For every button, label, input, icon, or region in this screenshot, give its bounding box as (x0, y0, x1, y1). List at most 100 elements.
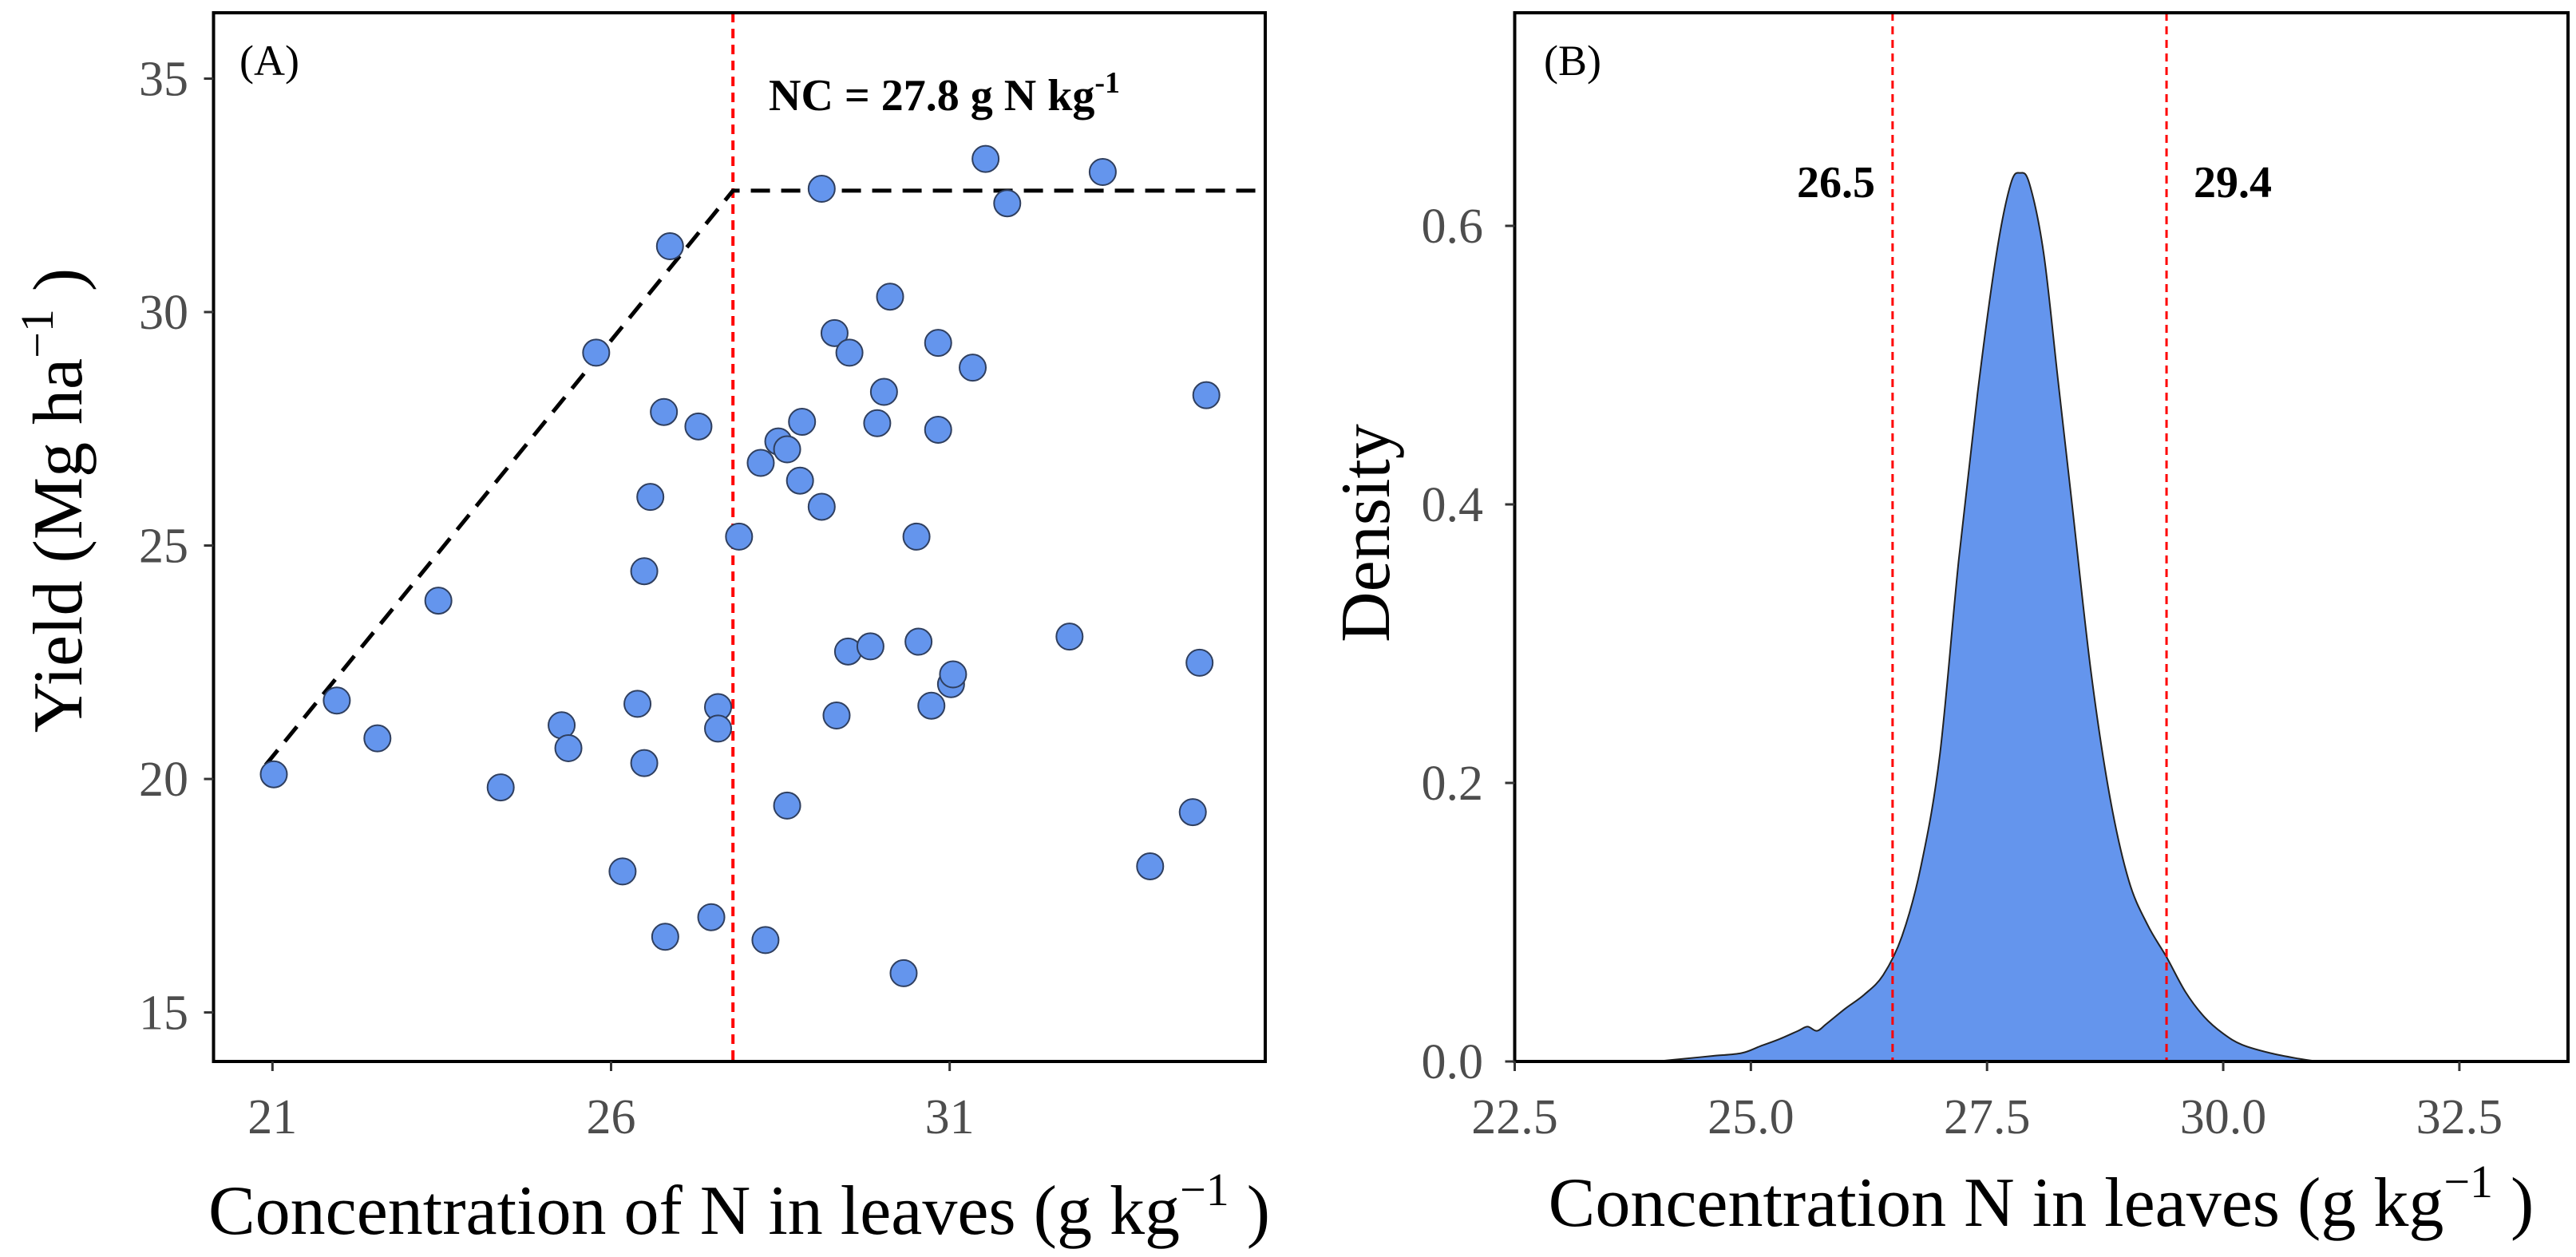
x-axis-title-b: Concentration N in leaves (g kg−1 ) (1549, 1156, 2534, 1242)
x-tick-label: 26 (586, 1090, 635, 1144)
nc-annotation: NC = 27.8 g N kg-1 (769, 66, 1120, 121)
x-axis-title-a: Concentration of N in leaves (g kg−1 ) (208, 1164, 1270, 1250)
x-tick-label: 27.5 (1944, 1090, 2031, 1144)
y-tick-label: 15 (139, 986, 188, 1041)
data-point (807, 175, 836, 204)
x-tick-label: 22.5 (1471, 1090, 1558, 1144)
data-point (889, 959, 918, 987)
y-tick-label: 0.0 (1422, 1035, 1484, 1089)
data-point (773, 791, 801, 820)
data-point (876, 283, 904, 311)
panel-b-label: (B) (1544, 37, 1601, 85)
data-point (807, 492, 836, 521)
y-axis-title-a: Yield (Mg ha−1 ) (11, 268, 97, 733)
x-axis-title-b-end: ) (2493, 1164, 2534, 1242)
data-point (651, 923, 679, 951)
y-tick-label: 0.4 (1422, 478, 1484, 532)
data-point (424, 587, 453, 615)
data-point (773, 435, 801, 464)
data-point (1178, 798, 1207, 827)
density-curve (1656, 172, 2318, 1062)
data-point (1088, 157, 1117, 186)
data-point (1192, 381, 1221, 409)
y-axis-title-a-main: Yield (Mg ha (20, 358, 97, 733)
data-point (725, 522, 754, 551)
data-point (959, 354, 987, 382)
data-point (582, 338, 611, 367)
panel-a-axes: 21 26 31 15 20 25 30 35 (139, 52, 975, 1144)
data-point (971, 144, 1000, 173)
data-point (785, 466, 814, 495)
data-point (630, 749, 659, 777)
threshold-line (263, 188, 1261, 767)
x-tick-label: 31 (925, 1090, 975, 1144)
data-point (856, 632, 884, 661)
x-tick-label: 32.5 (2416, 1090, 2503, 1144)
x-axis-title-a-main: Concentration of N in leaves (g kg (208, 1172, 1180, 1250)
density-area (1514, 172, 2568, 1062)
data-point (924, 329, 952, 358)
data-point (822, 701, 851, 729)
data-point (835, 338, 864, 367)
data-point (623, 690, 652, 718)
data-point (684, 412, 713, 441)
data-point (636, 483, 665, 512)
data-point (704, 714, 733, 743)
y-axis-title-b: Density (1328, 424, 1405, 642)
data-point (650, 397, 679, 426)
data-point (863, 409, 892, 437)
y-tick-label: 0.2 (1422, 757, 1484, 811)
y-tick-label: 20 (139, 753, 188, 807)
interval-lines (1891, 13, 2168, 1061)
panel-b-axes: 22.5 25.0 27.5 30.0 32.5 0.0 0.2 0.4 0.6 (1422, 200, 2503, 1144)
data-point (746, 449, 775, 477)
nc-annotation-sup: -1 (1094, 66, 1120, 100)
data-point (322, 686, 351, 715)
data-point (820, 318, 849, 347)
x-axis-title-a-end: ) (1229, 1172, 1270, 1250)
data-point (608, 857, 637, 886)
upper-bound-label: 29.4 (2194, 158, 2272, 208)
data-point (917, 691, 946, 720)
x-tick-label: 30.0 (2180, 1090, 2267, 1144)
data-point (1055, 623, 1084, 651)
data-point (697, 903, 726, 931)
x-axis-title-b-main: Concentration N in leaves (g kg (1549, 1164, 2444, 1242)
data-point (751, 926, 780, 955)
y-axis-title-a-sup: −1 (11, 309, 63, 358)
x-axis-title-a-sup: −1 (1180, 1164, 1229, 1215)
x-tick-label: 25.0 (1707, 1090, 1794, 1144)
data-point (939, 660, 967, 689)
nc-annotation-text: NC = 27.8 g N kg (769, 71, 1094, 121)
y-tick-label: 35 (139, 52, 188, 106)
data-point (902, 522, 931, 551)
panel-b-frame (1513, 11, 2570, 1063)
y-tick-label: 25 (139, 520, 188, 574)
data-point (630, 557, 659, 586)
data-point (788, 407, 817, 436)
y-tick-label: 30 (139, 286, 188, 340)
linear-plateau-line (263, 188, 1261, 767)
data-point (993, 189, 1022, 218)
panel-a-label: (A) (239, 37, 299, 85)
data-point (869, 377, 898, 406)
data-point (924, 415, 952, 444)
data-point (904, 627, 933, 656)
data-point (1185, 648, 1214, 677)
x-axis-title-b-sup: −1 (2443, 1156, 2493, 1208)
panel-b: 22.5 25.0 27.5 30.0 32.5 0.0 0.2 0.4 0.6 (B) 26.… (1328, 11, 2570, 1242)
data-point (259, 760, 288, 789)
data-point (1136, 852, 1165, 880)
data-point (363, 724, 392, 753)
scatter-points (259, 144, 1221, 987)
data-point (554, 733, 583, 762)
y-axis-title-a-end: ) (20, 268, 97, 309)
x-tick-label: 21 (247, 1090, 297, 1144)
data-point (486, 773, 515, 802)
y-tick-label: 0.6 (1422, 200, 1484, 254)
lower-bound-label: 26.5 (1797, 158, 1875, 208)
panel-a-frame (212, 11, 1267, 1063)
data-point (655, 232, 684, 261)
